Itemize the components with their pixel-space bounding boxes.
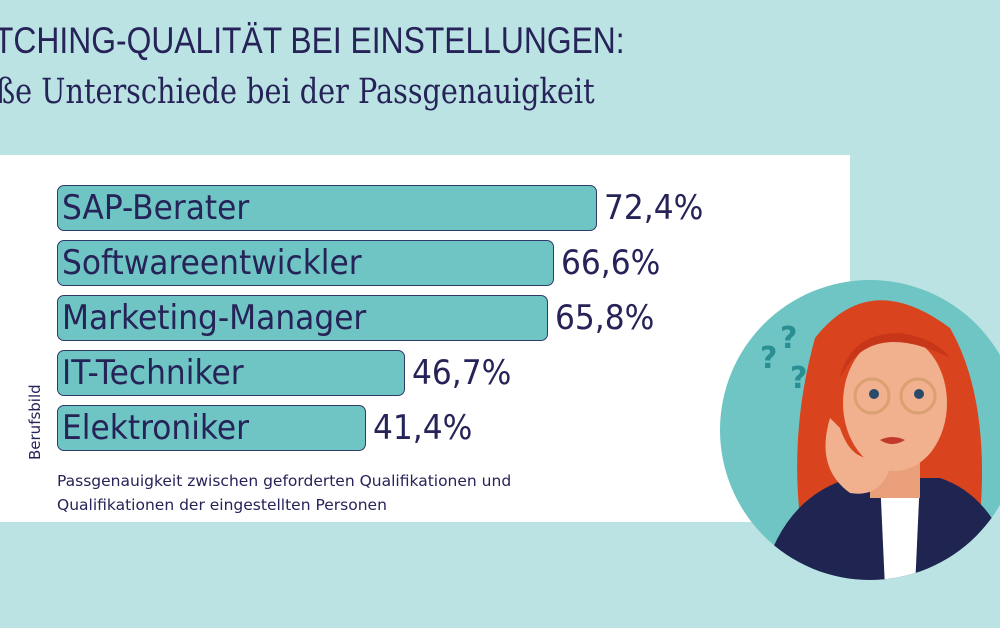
bar-value-label: 46,7% <box>412 353 512 393</box>
bar-category-label: IT-Techniker <box>62 353 244 393</box>
question-mark-icon: ? <box>780 321 797 356</box>
page-subtitle: ße Unterschiede bei der Passgenauigkeit <box>0 72 595 112</box>
bar-category-label: Marketing-Manager <box>62 298 367 338</box>
bar-value-label: 72,4% <box>604 188 704 228</box>
bar: Elektroniker <box>57 405 366 451</box>
x-axis-label: Passgenauigkeit zwischen geforderten Qua… <box>57 472 512 514</box>
bar-value-label: 41,4% <box>372 408 473 448</box>
thinking-woman-illustration: ? ? ? <box>720 280 1000 580</box>
y-axis-label: Berufsbild <box>26 384 44 460</box>
bar: Marketing-Manager <box>57 295 548 341</box>
bar-category-label: SAP-Berater <box>62 188 250 228</box>
bar: Softwareentwickler <box>57 240 554 286</box>
bar-value-label: 66,6% <box>560 243 661 283</box>
bar: SAP-Berater <box>57 185 598 231</box>
bar-category-label: Softwareentwickler <box>62 243 362 283</box>
question-mark-icon: ? <box>760 341 777 376</box>
bar: IT-Techniker <box>57 350 406 396</box>
bar-value-label: 65,8% <box>554 298 655 338</box>
bar-category-label: Elektroniker <box>62 408 250 448</box>
question-mark-icon: ? <box>790 361 807 396</box>
page-title: TCHING-QUALITÄT BEI EINSTELLUNGEN: <box>0 20 625 61</box>
